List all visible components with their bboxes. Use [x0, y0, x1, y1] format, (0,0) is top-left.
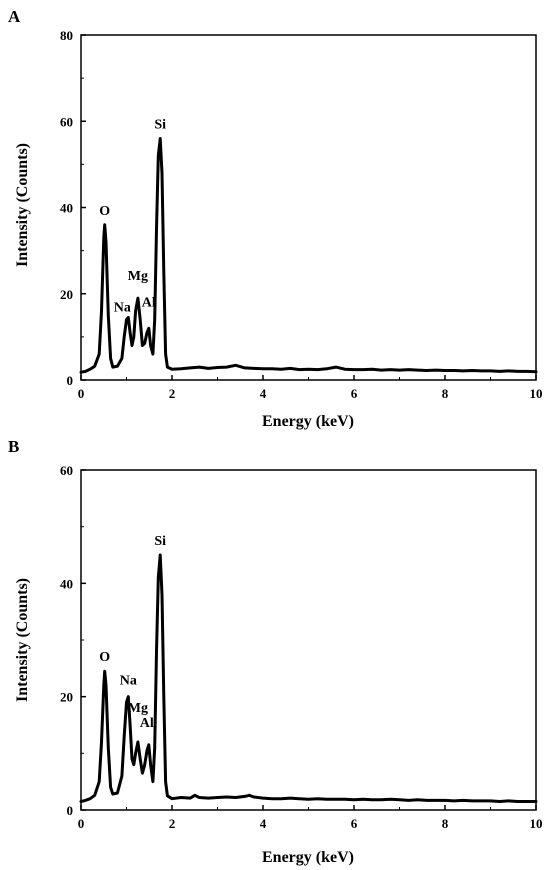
peak-label-al: Al — [140, 716, 154, 731]
x-tick-label: 6 — [351, 386, 358, 401]
peak-label-mg: Mg — [128, 701, 148, 716]
peak-label-na: Na — [114, 301, 131, 316]
y-axis-ticks: 0 20 40 60 80 — [60, 28, 86, 388]
y-tick-label: 20 — [60, 287, 73, 302]
x-tick-label: 8 — [442, 386, 449, 401]
x-axis-ticks: 0 2 4 6 8 10 — [78, 805, 543, 831]
spectrum-line — [79, 553, 538, 803]
x-tick-label: 0 — [78, 816, 85, 831]
chart-panel-a: A 0 2 4 6 8 10 0 20 40 60 80 O Na Mg Al Si Energy (ke… — [8, 7, 543, 430]
x-axis-ticks: 0 2 4 6 8 10 — [78, 375, 543, 401]
peak-label-o: O — [99, 650, 110, 665]
peak-label-mg: Mg — [128, 269, 148, 284]
y-axis-title: Intensity (Counts) — [14, 143, 31, 267]
x-tick-label: 4 — [260, 386, 267, 401]
x-tick-label: 8 — [442, 816, 449, 831]
peak-label-o: O — [99, 204, 110, 219]
y-tick-label: 0 — [67, 373, 74, 388]
x-axis-title: Energy (keV) — [262, 849, 354, 866]
x-tick-label: 10 — [530, 816, 543, 831]
peak-label-na: Na — [120, 674, 137, 689]
x-tick-label: 2 — [169, 816, 176, 831]
y-tick-label: 60 — [60, 463, 73, 478]
y-axis-ticks: 0 20 40 60 — [60, 463, 86, 818]
panel-label: B — [8, 437, 19, 456]
x-axis-title: Energy (keV) — [262, 413, 354, 430]
peak-label-si: Si — [154, 118, 166, 133]
y-tick-label: 20 — [60, 690, 73, 705]
y-tick-label: 60 — [60, 114, 73, 129]
plot-frame — [80, 469, 537, 811]
peak-label-al: Al — [142, 295, 156, 310]
peak-label-si: Si — [154, 534, 166, 549]
x-tick-label: 10 — [530, 386, 543, 401]
x-tick-label: 2 — [169, 386, 176, 401]
x-tick-label: 6 — [351, 816, 358, 831]
peak-labels: O Na Mg Al Si — [99, 118, 166, 316]
spectrum-line — [79, 137, 538, 374]
panel-label: A — [8, 7, 21, 26]
y-tick-label: 80 — [60, 28, 73, 43]
y-axis-title: Intensity (Counts) — [14, 578, 31, 702]
x-tick-label: 4 — [260, 816, 267, 831]
y-tick-label: 0 — [67, 803, 74, 818]
y-tick-label: 40 — [60, 201, 73, 216]
plot-frame — [80, 34, 537, 381]
x-tick-label: 0 — [78, 386, 85, 401]
y-tick-label: 40 — [60, 576, 73, 591]
